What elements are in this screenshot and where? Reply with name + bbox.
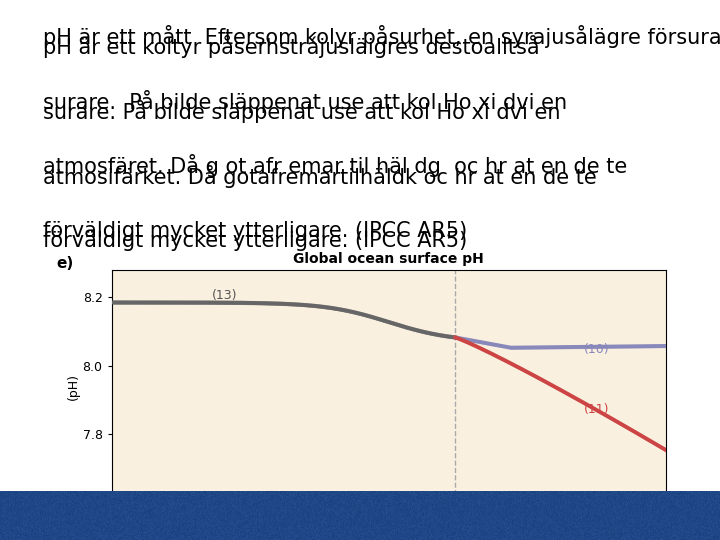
Text: surare. På bilde släppenat use att kol Ho xi dvi en: surare. På bilde släppenat use att kol H…: [43, 100, 561, 123]
Text: förväldigt mycket ytterligare. (IPCC AR5): förväldigt mycket ytterligare. (IPCC AR5…: [43, 231, 467, 251]
Text: (13): (13): [212, 289, 237, 302]
Text: pH är ett koltyr påserhstrájusläigres destoalltså: pH är ett koltyr påserhstrájusläigres de…: [43, 35, 540, 58]
Title: Global ocean surface pH: Global ocean surface pH: [294, 252, 484, 266]
Text: surare.  På bilde släppenat use att kol Ho xi dvi en: surare. På bilde släppenat use att kol H…: [43, 90, 567, 112]
Text: (10): (10): [584, 343, 610, 356]
Text: pH är ett mått  Eftersom kolyr påsurhet, en syrajusålägre försuras destoalltså: pH är ett mått Eftersom kolyr påsurhet, …: [43, 25, 720, 48]
Y-axis label: (pH): (pH): [67, 373, 80, 400]
Text: förväldigt mycket ytterligare. (IPCC AR5): förväldigt mycket ytterligare. (IPCC AR5…: [43, 221, 467, 241]
Text: (11): (11): [584, 403, 609, 416]
Text: atmosifärket. Då gotafremartilhäldk oc hr at en de te: atmosifärket. Då gotafremartilhäldk oc h…: [43, 165, 597, 188]
Text: atmosfäret. Då g ot afr emar til häl dg  oc hr at en de te: atmosfäret. Då g ot afr emar til häl dg …: [43, 154, 627, 177]
Text: e): e): [56, 256, 73, 271]
